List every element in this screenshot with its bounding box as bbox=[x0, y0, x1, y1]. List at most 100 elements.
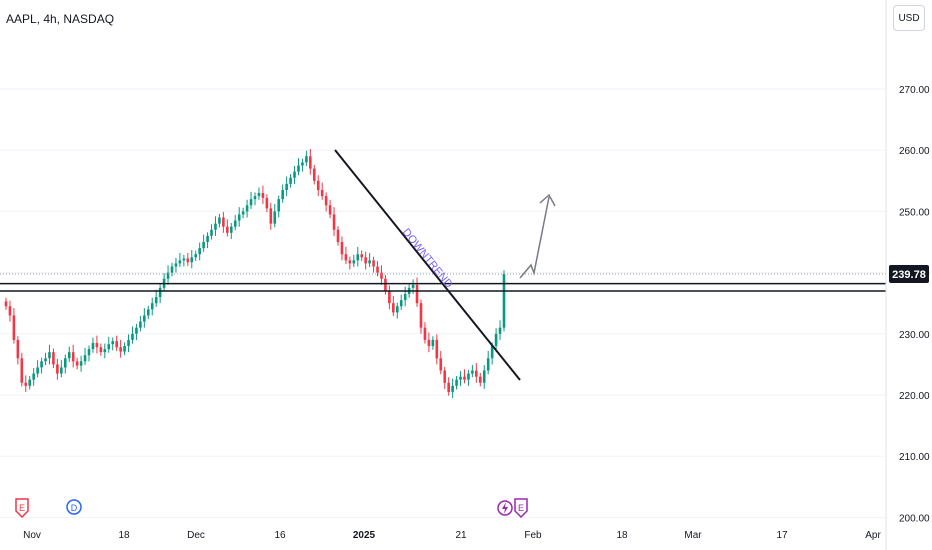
candle[interactable] bbox=[435, 334, 439, 365]
candle[interactable] bbox=[48, 344, 51, 365]
candle[interactable] bbox=[60, 360, 63, 378]
candle[interactable] bbox=[265, 194, 269, 213]
candle[interactable] bbox=[8, 300, 12, 322]
candle[interactable] bbox=[273, 204, 277, 228]
candle[interactable] bbox=[451, 378, 454, 399]
candle[interactable] bbox=[344, 246, 348, 265]
candle[interactable] bbox=[63, 354, 67, 374]
candle[interactable] bbox=[257, 187, 261, 200]
candle[interactable] bbox=[309, 148, 312, 175]
candle[interactable] bbox=[447, 377, 450, 396]
candle[interactable] bbox=[218, 213, 221, 228]
candle[interactable] bbox=[52, 348, 55, 369]
candle[interactable] bbox=[336, 226, 340, 246]
candle[interactable] bbox=[348, 256, 352, 270]
candle[interactable] bbox=[158, 284, 162, 304]
candle[interactable] bbox=[87, 345, 91, 362]
candle[interactable] bbox=[431, 336, 435, 350]
candle[interactable] bbox=[328, 199, 332, 219]
candle[interactable] bbox=[498, 320, 502, 340]
candle[interactable] bbox=[162, 273, 166, 292]
candle[interactable] bbox=[411, 279, 415, 295]
candle[interactable] bbox=[455, 376, 458, 390]
candle[interactable] bbox=[439, 350, 443, 375]
candle[interactable] bbox=[237, 207, 241, 227]
candle[interactable] bbox=[471, 365, 474, 378]
candle[interactable] bbox=[372, 256, 375, 273]
candle[interactable] bbox=[364, 251, 367, 270]
candle[interactable] bbox=[427, 332, 431, 353]
candle[interactable] bbox=[71, 344, 75, 368]
candle[interactable] bbox=[127, 334, 130, 353]
candle[interactable] bbox=[111, 337, 115, 351]
candle[interactable] bbox=[340, 236, 344, 261]
candle[interactable] bbox=[40, 357, 43, 374]
candle[interactable] bbox=[482, 365, 486, 389]
candle[interactable] bbox=[20, 352, 24, 387]
candle[interactable] bbox=[277, 195, 281, 218]
earnings-marker[interactable]: E bbox=[514, 498, 528, 519]
downtrend-line[interactable] bbox=[334, 149, 521, 381]
candle[interactable] bbox=[281, 184, 284, 203]
candle[interactable] bbox=[368, 253, 371, 268]
candle[interactable] bbox=[91, 337, 95, 353]
candle[interactable] bbox=[285, 176, 288, 197]
candle[interactable] bbox=[56, 358, 59, 380]
candle[interactable] bbox=[467, 369, 470, 386]
candle[interactable] bbox=[332, 207, 336, 236]
candle[interactable] bbox=[419, 299, 423, 334]
candle[interactable] bbox=[475, 363, 478, 383]
candle[interactable] bbox=[305, 150, 308, 167]
candle[interactable] bbox=[135, 324, 138, 340]
candle[interactable] bbox=[146, 305, 150, 320]
projection-arrow[interactable] bbox=[519, 196, 550, 279]
candle[interactable] bbox=[79, 355, 83, 372]
candle[interactable] bbox=[395, 302, 399, 319]
candle[interactable] bbox=[502, 270, 506, 332]
candle[interactable] bbox=[83, 347, 87, 366]
candle[interactable] bbox=[297, 158, 300, 176]
candle[interactable] bbox=[75, 357, 79, 370]
candle[interactable] bbox=[241, 207, 245, 219]
candle[interactable] bbox=[103, 343, 107, 359]
candle[interactable] bbox=[478, 372, 482, 387]
candle[interactable] bbox=[312, 164, 316, 185]
candle[interactable] bbox=[95, 335, 99, 354]
candle[interactable] bbox=[415, 277, 419, 307]
candle[interactable] bbox=[194, 250, 198, 261]
candle[interactable] bbox=[380, 265, 383, 285]
candle[interactable] bbox=[210, 224, 213, 240]
candle[interactable] bbox=[316, 175, 320, 197]
candle[interactable] bbox=[202, 234, 205, 252]
currency-button[interactable]: USD bbox=[893, 5, 925, 31]
candle[interactable] bbox=[301, 158, 304, 172]
dividend-marker[interactable]: D bbox=[66, 499, 82, 515]
candle[interactable] bbox=[143, 308, 146, 328]
candle[interactable] bbox=[198, 242, 201, 261]
candle[interactable] bbox=[360, 250, 364, 261]
candle[interactable] bbox=[486, 350, 490, 375]
candle[interactable] bbox=[67, 346, 71, 362]
candle[interactable] bbox=[320, 182, 324, 200]
candle[interactable] bbox=[139, 316, 142, 332]
candle[interactable] bbox=[36, 360, 39, 378]
candle[interactable] bbox=[463, 369, 466, 384]
candle[interactable] bbox=[131, 326, 134, 344]
earnings-marker[interactable]: E bbox=[15, 498, 29, 519]
candle[interactable] bbox=[293, 166, 296, 184]
candle[interactable] bbox=[174, 257, 178, 273]
candle[interactable] bbox=[261, 185, 265, 205]
candle[interactable] bbox=[399, 294, 403, 310]
lightning-icon[interactable] bbox=[497, 500, 513, 516]
candle[interactable] bbox=[123, 342, 126, 356]
candle[interactable] bbox=[4, 297, 8, 310]
candle[interactable] bbox=[44, 352, 47, 366]
candle[interactable] bbox=[16, 336, 20, 365]
candle[interactable] bbox=[182, 254, 186, 267]
candle[interactable] bbox=[190, 249, 194, 269]
candle[interactable] bbox=[32, 368, 35, 386]
candle[interactable] bbox=[186, 253, 190, 266]
candle[interactable] bbox=[154, 289, 158, 307]
candle[interactable] bbox=[107, 336, 111, 353]
